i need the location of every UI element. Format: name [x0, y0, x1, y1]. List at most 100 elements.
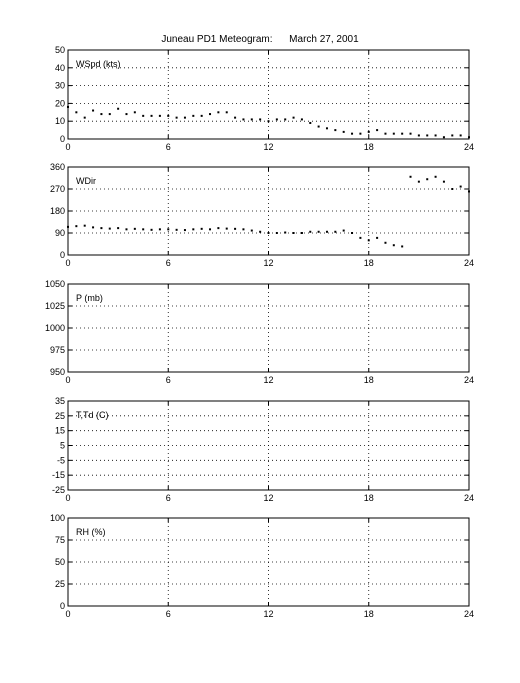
- data-point: [434, 175, 437, 178]
- x-tick-label: 6: [166, 375, 171, 385]
- data-point: [317, 125, 320, 128]
- data-point: [175, 228, 178, 231]
- y-tick-label: 1000: [45, 323, 65, 333]
- x-tick-label: 12: [263, 375, 273, 385]
- y-tick-label: -25: [52, 485, 65, 495]
- data-point: [401, 245, 404, 248]
- data-point: [209, 113, 212, 116]
- data-point: [317, 230, 320, 233]
- data-point: [259, 230, 262, 233]
- y-tick-label: 30: [55, 81, 65, 91]
- x-tick-label: 6: [166, 609, 171, 619]
- data-point: [451, 188, 454, 190]
- data-point: [267, 232, 270, 234]
- panel-label: T,Td (C): [76, 410, 109, 420]
- data-point: [158, 228, 161, 231]
- data-point: [192, 114, 195, 117]
- x-tick-label: 6: [166, 258, 171, 268]
- data-point: [234, 227, 237, 230]
- data-point: [300, 232, 303, 234]
- data-point: [384, 241, 387, 244]
- y-tick-label: 0: [60, 601, 65, 611]
- data-point: [209, 228, 212, 231]
- x-tick-label: 18: [364, 493, 374, 503]
- y-tick-label: 10: [55, 116, 65, 126]
- data-point: [158, 114, 161, 117]
- data-point: [376, 236, 379, 239]
- data-point: [351, 132, 354, 135]
- data-point: [384, 132, 387, 135]
- data-point: [292, 232, 295, 234]
- data-point: [142, 228, 145, 231]
- y-tick-label: 20: [55, 98, 65, 108]
- data-point: [108, 227, 111, 230]
- data-point: [376, 129, 379, 132]
- y-tick-label: 975: [50, 345, 65, 355]
- x-tick-label: 24: [464, 609, 474, 619]
- title-station: Juneau PD1 Meteogram:: [161, 34, 273, 45]
- data-point: [75, 225, 78, 228]
- data-point: [300, 118, 303, 121]
- data-point: [67, 105, 69, 108]
- data-point: [150, 228, 153, 231]
- y-tick-label: 270: [50, 184, 65, 194]
- data-point: [392, 244, 395, 247]
- data-point: [200, 227, 203, 230]
- chart-title: Juneau PD1 Meteogram: March 27, 2001: [0, 34, 520, 45]
- data-point: [426, 178, 429, 181]
- x-tick-label: 24: [464, 142, 474, 152]
- data-point: [342, 130, 345, 133]
- data-point: [167, 114, 170, 117]
- x-tick-label: 18: [364, 258, 374, 268]
- x-tick-label: 12: [263, 493, 273, 503]
- data-point: [150, 114, 153, 117]
- x-tick-label: 6: [166, 142, 171, 152]
- data-point: [183, 116, 186, 119]
- y-tick-label: 35: [55, 396, 65, 406]
- data-point: [417, 134, 420, 137]
- panel-label: WDir: [76, 176, 96, 186]
- data-point: [217, 227, 220, 230]
- data-point: [234, 116, 237, 119]
- data-point: [125, 228, 128, 231]
- data-point: [417, 180, 420, 183]
- data-point: [459, 134, 462, 137]
- x-tick-label: 0: [65, 142, 70, 152]
- data-point: [434, 134, 437, 137]
- data-point: [250, 229, 253, 232]
- x-tick-label: 12: [263, 609, 273, 619]
- data-point: [468, 190, 470, 193]
- data-point: [242, 118, 245, 121]
- y-tick-label: 0: [60, 134, 65, 144]
- y-tick-label: 75: [55, 535, 65, 545]
- data-point: [334, 230, 337, 233]
- data-point: [459, 185, 462, 188]
- data-point: [125, 113, 128, 116]
- data-point: [183, 229, 186, 232]
- data-point: [167, 228, 170, 231]
- data-point: [342, 229, 345, 232]
- data-point: [468, 136, 470, 139]
- panel-label: RH (%): [76, 527, 106, 537]
- data-point: [133, 111, 136, 114]
- data-point: [401, 132, 404, 135]
- data-point: [267, 120, 270, 123]
- data-point: [442, 136, 445, 139]
- y-tick-label: 50: [55, 557, 65, 567]
- data-point: [225, 227, 228, 230]
- data-point: [83, 224, 86, 227]
- panel-label: WSpd (kts): [76, 59, 121, 69]
- data-point: [117, 227, 120, 230]
- y-tick-label: 1050: [45, 279, 65, 289]
- data-point: [359, 236, 362, 239]
- data-point: [292, 116, 295, 119]
- data-point: [309, 230, 312, 233]
- panel-label: P (mb): [76, 293, 103, 303]
- title-date: March 27, 2001: [289, 34, 359, 45]
- x-tick-label: 0: [65, 609, 70, 619]
- y-tick-label: 0: [60, 250, 65, 260]
- data-point: [92, 109, 95, 112]
- y-tick-label: 100: [50, 513, 65, 523]
- data-point: [275, 118, 278, 121]
